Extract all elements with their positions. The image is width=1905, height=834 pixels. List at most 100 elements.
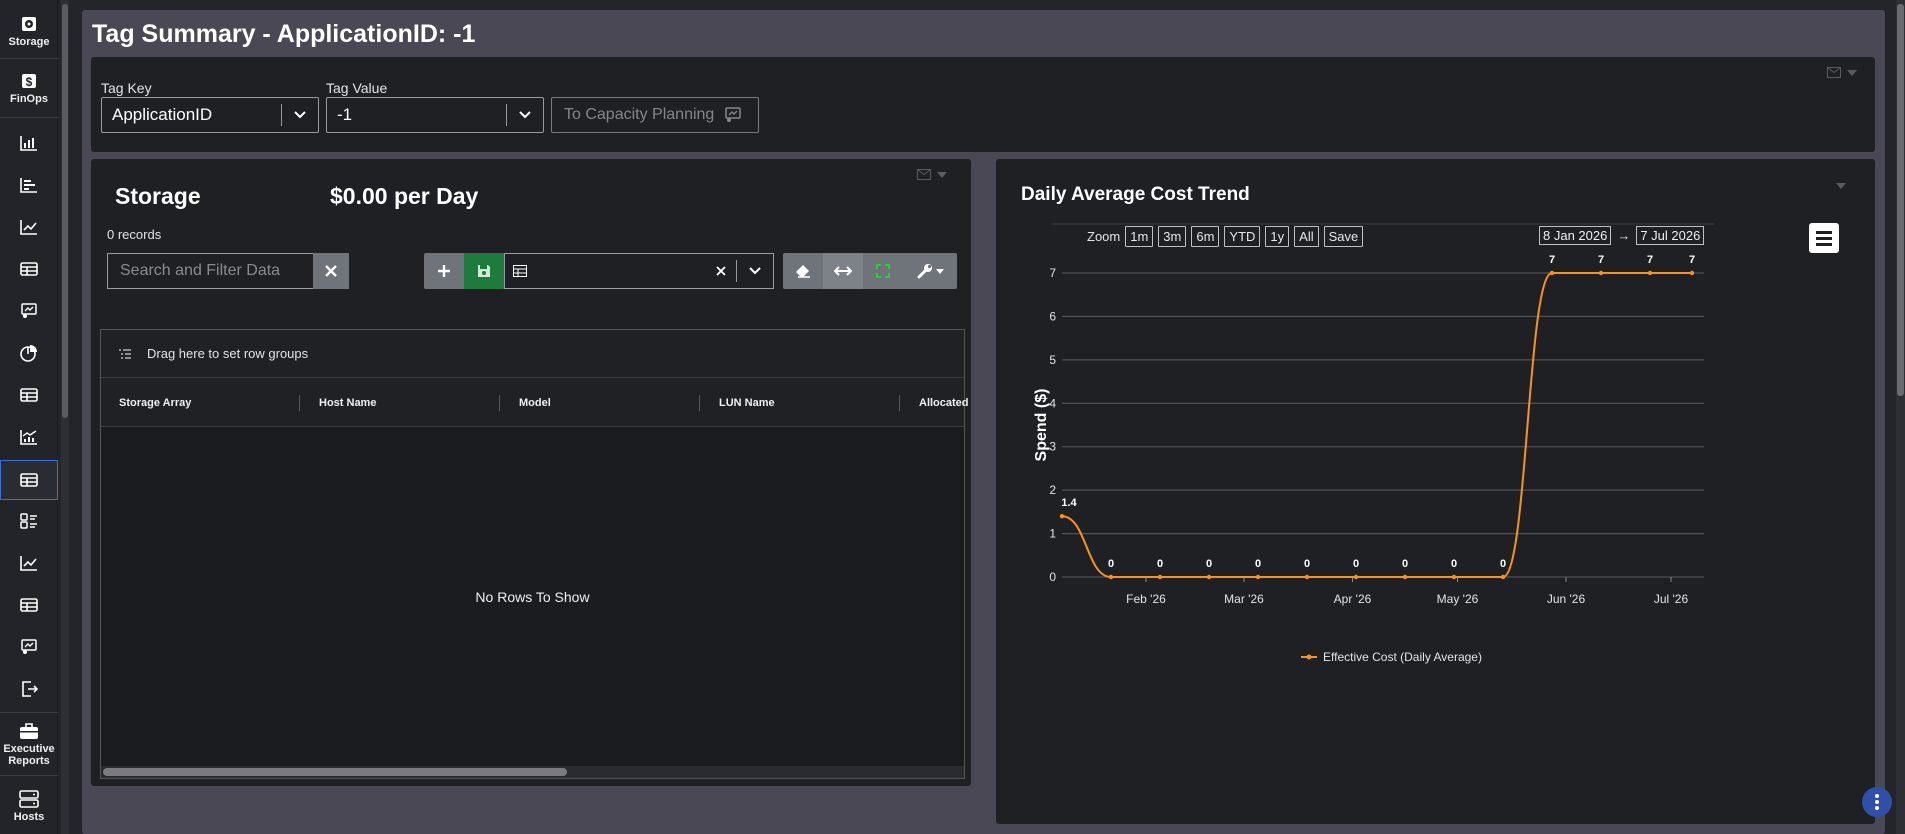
sidebar-item-trend-chart[interactable] — [0, 418, 58, 456]
cost-trend-panel: Daily Average Cost Trend Zoom 1m 3m 6m Y… — [996, 159, 1875, 824]
sidebar-item-label: Hosts — [13, 810, 45, 823]
sidebar-item-capacity-2[interactable] — [0, 628, 58, 666]
data-point — [1108, 574, 1114, 580]
save-button[interactable] — [464, 253, 504, 289]
column-header[interactable]: Storage Array — [119, 396, 192, 409]
record-count: 0 records — [107, 227, 162, 242]
column-header[interactable]: LUN Name — [719, 396, 775, 409]
sidebar-item-table-active[interactable] — [0, 460, 58, 500]
data-grid: Drag here to set row groups Storage Arra… — [100, 329, 969, 779]
clear-filter-button[interactable] — [783, 253, 823, 289]
sidebar-item-label: FinOps — [10, 92, 48, 105]
row-group-hint: Drag here to set row groups — [147, 346, 309, 361]
data-point — [1549, 270, 1555, 276]
sidebar-item-label: Executive Reports — [3, 742, 55, 767]
data-label: 7 — [1598, 254, 1604, 266]
zoom-all-button[interactable]: All — [1294, 226, 1319, 247]
y-tick-label: 3 — [1049, 440, 1056, 454]
capacity-icon — [725, 107, 742, 122]
more-options-button[interactable] — [1862, 787, 1892, 817]
y-tick-label: 0 — [1049, 570, 1056, 584]
sidebar-scrollbar[interactable] — [61, 0, 69, 834]
zoom-1y-button[interactable]: 1y — [1265, 226, 1290, 247]
chevron-down-icon[interactable] — [1847, 69, 1857, 76]
chart-menu-button[interactable] — [1809, 223, 1839, 253]
fullscreen-button[interactable] — [863, 253, 903, 289]
column-header[interactable]: Allocated — [919, 396, 969, 409]
list-view-icon — [20, 513, 37, 529]
sidebar-item-line-chart[interactable] — [0, 208, 58, 246]
column-header[interactable]: Host Name — [319, 396, 377, 409]
data-point — [1598, 270, 1604, 276]
table-icon — [20, 473, 38, 487]
capacity-planning-button[interactable]: To Capacity Planning — [551, 97, 759, 133]
view-select[interactable] — [504, 253, 774, 289]
grid-horizontal-scrollbar[interactable] — [101, 766, 964, 778]
zoom-6m-button[interactable]: 6m — [1191, 226, 1220, 247]
settings-menu-button[interactable] — [903, 253, 957, 289]
chevron-down-icon[interactable] — [749, 267, 761, 275]
tag-key-value: ApplicationID — [112, 105, 213, 124]
data-point — [1402, 574, 1408, 580]
mail-icon[interactable] — [1827, 67, 1841, 78]
sidebar-item-pie-chart[interactable] — [0, 334, 58, 372]
logout-icon — [22, 681, 38, 697]
arrows-horizontal-icon — [834, 266, 852, 276]
sidebar-item-hbar-chart[interactable] — [0, 166, 58, 204]
data-label: 0 — [1353, 558, 1359, 570]
data-label: 7 — [1689, 254, 1695, 266]
sidebar-item-logout[interactable] — [0, 670, 58, 708]
autosize-columns-button[interactable] — [823, 253, 863, 289]
tag-key-select[interactable]: ApplicationID — [101, 97, 319, 133]
sidebar-item-list-view[interactable] — [0, 502, 58, 540]
storage-icon — [22, 16, 36, 31]
capacity-planning-label: To Capacity Planning — [564, 106, 715, 123]
search-clear-button[interactable] — [313, 253, 349, 289]
chevron-down-icon — [935, 268, 944, 274]
add-button[interactable] — [424, 253, 464, 289]
y-tick-label: 5 — [1049, 353, 1056, 367]
tag-value-label: Tag Value — [326, 80, 388, 96]
sidebar-item-bar-chart[interactable] — [0, 124, 58, 162]
sidebar-item-capacity[interactable] — [0, 292, 58, 330]
data-point — [1689, 270, 1695, 276]
sidebar-item-hosts[interactable]: Hosts — [0, 784, 58, 828]
sidebar-item-table-2[interactable] — [0, 376, 58, 414]
zoom-1m-button[interactable]: 1m — [1125, 226, 1154, 247]
mail-icon[interactable] — [917, 169, 931, 180]
page-title: Tag Summary - ApplicationID: -1 — [92, 20, 476, 48]
zoom-ytd-button[interactable]: YTD — [1224, 226, 1261, 247]
x-tick-label: Apr '26 — [1334, 592, 1372, 606]
wrench-icon — [917, 264, 932, 279]
sidebar-item-finops[interactable]: $ FinOps — [0, 64, 58, 112]
chevron-down-icon[interactable] — [1836, 183, 1846, 189]
data-label: 0 — [1157, 558, 1163, 570]
sidebar-item-storage[interactable]: Storage — [0, 8, 58, 54]
page-scrollbar[interactable] — [1896, 0, 1905, 834]
zoom-3m-button[interactable]: 3m — [1158, 226, 1187, 247]
search-input[interactable]: Search and Filter Data — [107, 253, 313, 289]
x-tick-label: May '26 — [1437, 592, 1479, 606]
capacity-icon — [21, 639, 37, 654]
pie-chart-icon — [20, 345, 37, 362]
close-icon[interactable] — [716, 266, 726, 276]
sidebar-item-table[interactable] — [0, 250, 58, 288]
panel-tools — [917, 169, 947, 180]
y-tick-label: 4 — [1049, 396, 1056, 410]
date-from-input[interactable]: 8 Jan 2026 — [1539, 226, 1612, 245]
date-to-input[interactable]: 7 Jul 2026 — [1636, 226, 1705, 245]
zoom-save-button[interactable]: Save — [1323, 226, 1364, 247]
column-header[interactable]: Model — [519, 396, 551, 409]
sidebar-item-executive-reports[interactable]: Executive Reports — [0, 718, 58, 770]
data-label: 1.4 — [1061, 497, 1077, 509]
sidebar-item-line-chart-2[interactable] — [0, 544, 58, 582]
row-group-drop-zone[interactable]: Drag here to set row groups — [101, 330, 964, 378]
date-arrow: → — [1617, 228, 1631, 243]
tag-value-value: -1 — [337, 105, 353, 124]
chevron-down-icon[interactable] — [937, 171, 947, 178]
sidebar-item-table-3[interactable] — [0, 586, 58, 624]
chevron-down-icon — [519, 111, 531, 119]
filter-panel: Tag Key ApplicationID Tag Value -1 To Ca… — [91, 57, 1875, 152]
svg-text:$: $ — [26, 75, 33, 89]
tag-value-select[interactable]: -1 — [326, 97, 544, 133]
